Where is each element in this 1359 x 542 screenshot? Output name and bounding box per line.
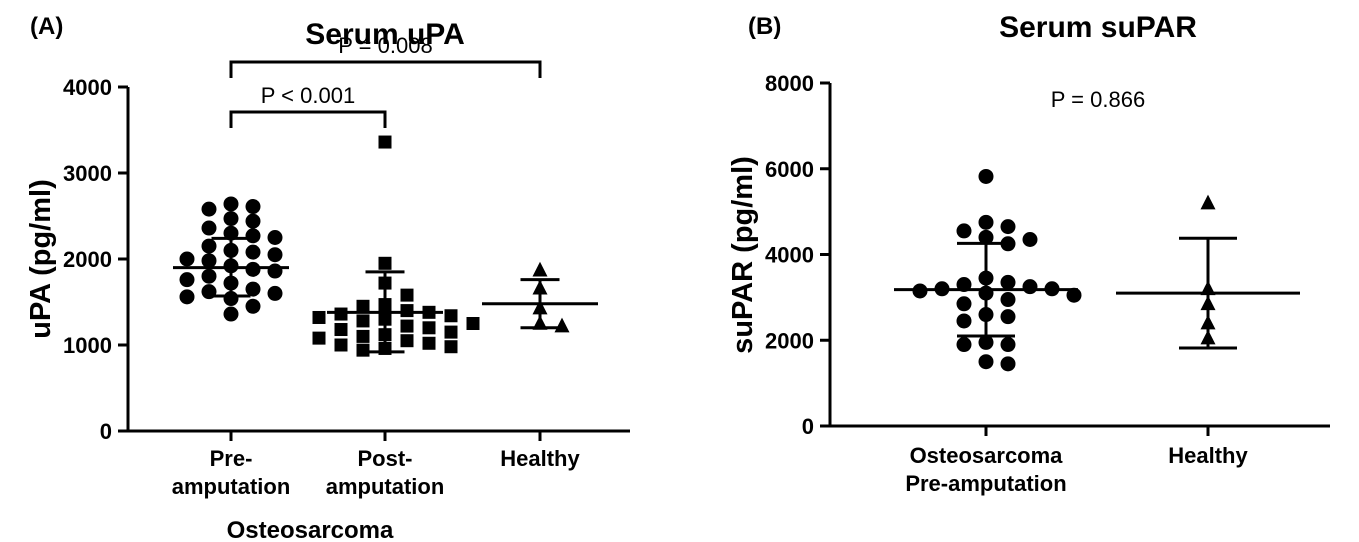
- data-point: [356, 314, 370, 328]
- data-point: [978, 214, 994, 230]
- significance-bracket: [229, 110, 387, 128]
- data-point: [223, 211, 239, 227]
- significance-label: P < 0.001: [261, 83, 355, 108]
- data-point: [444, 340, 458, 354]
- y-axis-label: suPAR (pg/ml): [727, 156, 759, 354]
- data-point: [245, 199, 261, 215]
- data-point: [179, 272, 195, 288]
- data-point: [334, 307, 348, 321]
- data-point: [422, 336, 436, 350]
- data-point: [245, 228, 261, 244]
- y-axis-label: uPA (pg/ml): [25, 179, 57, 338]
- data-point: [1000, 356, 1016, 372]
- data-point: [1066, 287, 1082, 303]
- data-point: [956, 313, 972, 329]
- data-point: [179, 289, 195, 305]
- data-point: [532, 261, 548, 277]
- data-point: [267, 247, 283, 263]
- y-tick-label: 4000: [63, 75, 112, 100]
- y-tick-label: 8000: [765, 71, 814, 96]
- data-point: [444, 325, 458, 339]
- data-point: [334, 338, 348, 352]
- data-point: [201, 238, 217, 254]
- data-point: [978, 334, 994, 350]
- significance-label: P = 0.008: [338, 33, 432, 58]
- data-point: [978, 168, 994, 184]
- chart-title: Serum suPAR: [999, 11, 1197, 44]
- data-point: [400, 319, 414, 333]
- data-point: [978, 354, 994, 370]
- y-tick-label: 3000: [63, 161, 112, 186]
- data-point: [1200, 194, 1216, 210]
- data-point: [1000, 274, 1016, 290]
- data-point: [1000, 309, 1016, 325]
- data-point: [400, 288, 414, 302]
- data-point: [245, 244, 261, 260]
- data-point: [334, 323, 348, 337]
- data-point: [444, 309, 458, 323]
- data-point: [466, 317, 480, 330]
- data-point: [400, 334, 414, 348]
- panel-label-a: (A): [30, 13, 63, 40]
- x-tick-label: Pre-: [210, 446, 253, 471]
- significance-bracket: [229, 60, 542, 78]
- x-axis-label: Osteosarcoma: [227, 517, 394, 542]
- data-point: [312, 310, 326, 324]
- x-tick-label: amputation: [326, 474, 445, 499]
- y-tick-label: 2000: [63, 247, 112, 272]
- x-tick-label: Pre-amputation: [905, 471, 1066, 496]
- y-tick-label: 1000: [63, 333, 112, 358]
- y-tick-label: 4000: [765, 243, 814, 268]
- data-point: [356, 299, 370, 313]
- x-tick-label: Healthy: [1168, 443, 1248, 468]
- data-point: [267, 263, 283, 279]
- data-point: [378, 256, 392, 270]
- data-point: [554, 317, 570, 333]
- data-point: [956, 296, 972, 312]
- data-point: [179, 251, 195, 267]
- y-tick-label: 0: [100, 419, 112, 444]
- data-point: [1000, 219, 1016, 235]
- data-point: [422, 321, 436, 335]
- data-point: [201, 253, 217, 269]
- x-tick-label: Healthy: [500, 446, 580, 471]
- data-point: [201, 201, 217, 217]
- data-point: [201, 268, 217, 284]
- y-tick-label: 0: [802, 414, 814, 439]
- y-tick-label: 6000: [765, 157, 814, 182]
- data-point: [956, 223, 972, 239]
- panel-label-b: (B): [748, 13, 781, 40]
- y-tick-label: 2000: [765, 328, 814, 353]
- data-point: [978, 229, 994, 245]
- data-point: [312, 331, 326, 345]
- x-tick-label: Osteosarcoma: [910, 443, 1064, 468]
- data-point: [356, 329, 370, 343]
- data-point: [1000, 292, 1016, 308]
- x-tick-label: Post-: [358, 446, 413, 471]
- data-point: [267, 285, 283, 301]
- data-point: [356, 343, 370, 357]
- chart-title: Serum uPA: [305, 18, 464, 51]
- data-point: [1022, 279, 1038, 295]
- chart-serum-supar: Serum suPAR suPAR (pg/ml) P = 0.866 0 200…: [727, 11, 1330, 496]
- data-point: [1000, 337, 1016, 353]
- data-point: [201, 220, 217, 236]
- data-point: [1022, 231, 1038, 247]
- data-point: [378, 135, 392, 149]
- data-point: [956, 337, 972, 353]
- data-point: [223, 306, 239, 322]
- data-point: [245, 298, 261, 314]
- data-point: [267, 230, 283, 245]
- chart-serum-upa: Serum uPA uPA (pg/ml) Osteosarcoma 0 1000…: [25, 18, 630, 542]
- data-point: [245, 261, 261, 277]
- data-point: [400, 304, 414, 318]
- x-tick-label: amputation: [172, 474, 291, 499]
- data-point: [245, 213, 261, 229]
- data-point: [245, 281, 261, 297]
- data-point: [223, 196, 239, 212]
- p-value-annotation: P = 0.866: [1051, 87, 1145, 112]
